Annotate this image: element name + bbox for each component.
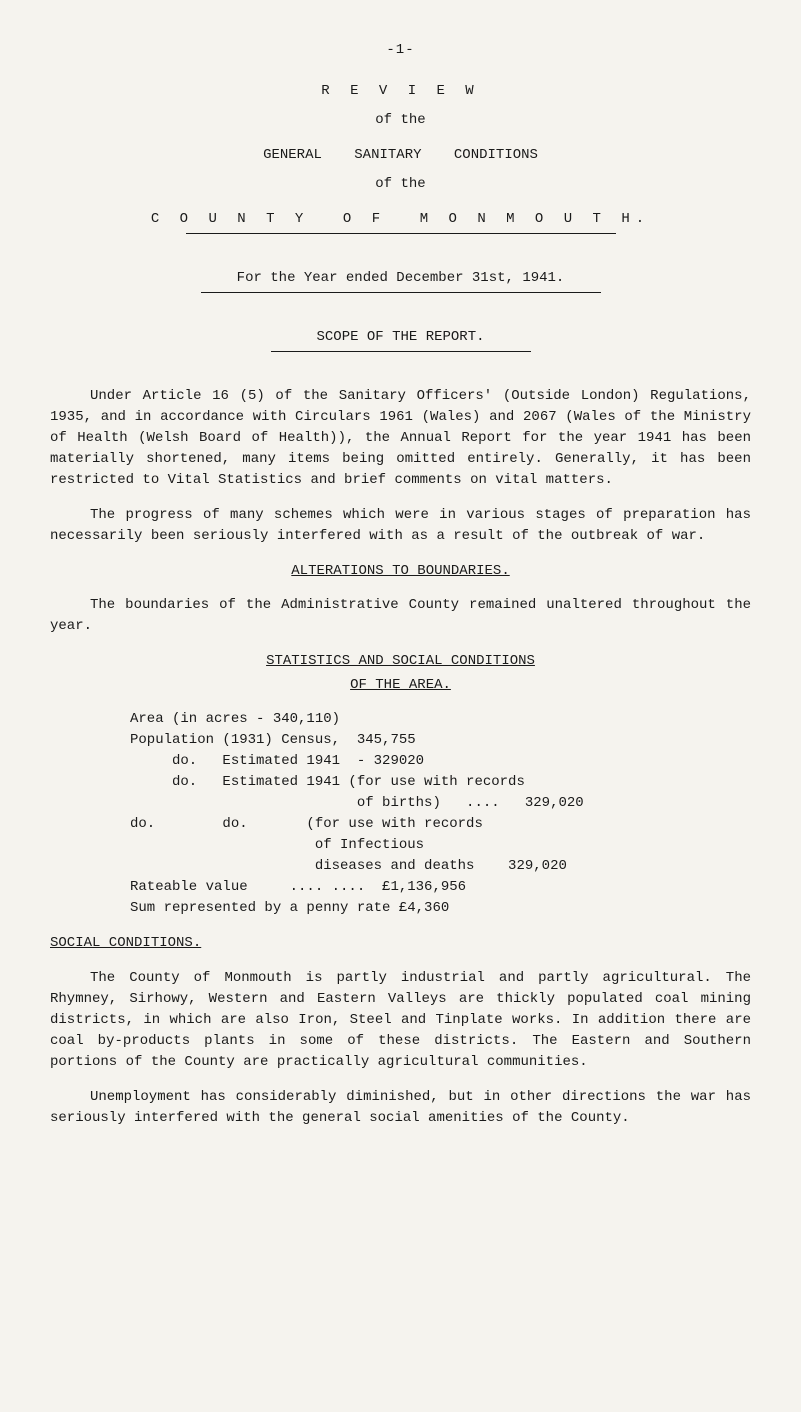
monmouth-word: M O N M O U T H.	[420, 211, 650, 227]
subtitle-of-the-2: of the	[50, 174, 751, 195]
alterations-heading: ALTERATIONS TO BOUNDARIES.	[50, 561, 751, 582]
para-article16: Under Article 16 (5) of the Sanitary Off…	[50, 386, 751, 491]
stat-penny-rate: Sum represented by a penny rate £4,360	[130, 900, 449, 916]
social-conditions-heading: SOCIAL CONDITIONS.	[50, 933, 751, 954]
year-underline	[50, 292, 751, 313]
of-area-heading: OF THE AREA.	[50, 675, 751, 696]
year-line: For the Year ended December 31st, 1941.	[50, 268, 751, 289]
county-line: C O U N T Y O F M O N M O U T H.	[50, 209, 751, 230]
county-word: C O U N T Y	[151, 211, 309, 227]
stat-pop-census: Population (1931) Census, 345,755	[130, 732, 416, 748]
conditions-word: CONDITIONS	[454, 147, 538, 163]
stat-births-2: of births) .... 329,020	[130, 795, 584, 811]
stat-pop-est: do. Estimated 1941 - 329020	[130, 753, 424, 769]
stat-rateable: Rateable value .... .... £1,136,956	[130, 879, 466, 895]
county-underline	[50, 233, 751, 254]
subtitle-of-the-1: of the	[50, 110, 751, 131]
para-progress: The progress of many schemes which were …	[50, 505, 751, 547]
para-boundaries: The boundaries of the Administrative Cou…	[50, 595, 751, 637]
stat-infectious-3: diseases and deaths 329,020	[130, 858, 567, 874]
of-word: O F	[343, 211, 386, 227]
scope-underline	[50, 351, 751, 372]
stat-area: Area (in acres - 340,110)	[130, 711, 340, 727]
stat-infectious-2: of Infectious	[130, 837, 424, 853]
page-number: -1-	[50, 40, 751, 61]
statistics-heading: STATISTICS AND SOCIAL CONDITIONS	[50, 651, 751, 672]
sanitary-word: SANITARY	[354, 147, 421, 163]
stat-infectious-1: do. do. (for use with records	[130, 816, 483, 832]
para-unemployment: Unemployment has considerably diminished…	[50, 1087, 751, 1129]
para-county-description: The County of Monmouth is partly industr…	[50, 968, 751, 1073]
stat-births-1: do. Estimated 1941 (for use with records	[130, 774, 525, 790]
scope-line: SCOPE OF THE REPORT.	[50, 327, 751, 348]
stats-block: Area (in acres - 340,110) Population (19…	[130, 709, 751, 919]
general-sanitary-line: GENERAL SANITARY CONDITIONS	[50, 145, 751, 166]
title-review: R E V I E W	[50, 81, 751, 102]
general-word: GENERAL	[263, 147, 322, 163]
